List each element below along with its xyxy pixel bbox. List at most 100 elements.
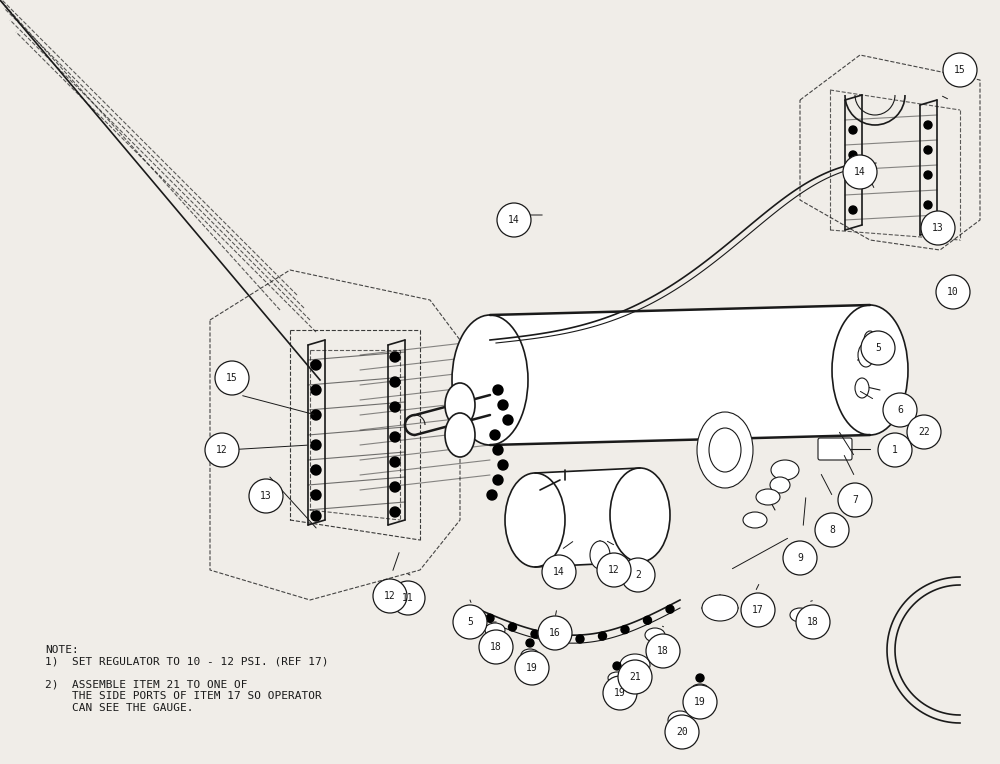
Circle shape	[849, 126, 857, 134]
Circle shape	[498, 400, 508, 410]
Text: 13: 13	[260, 491, 272, 501]
Circle shape	[390, 352, 400, 362]
Text: 19: 19	[526, 663, 538, 673]
Text: 18: 18	[657, 646, 669, 656]
Text: 14: 14	[508, 215, 520, 225]
Ellipse shape	[771, 460, 799, 480]
Text: 12: 12	[384, 591, 396, 601]
Text: 16: 16	[549, 628, 561, 638]
Circle shape	[883, 393, 917, 427]
Ellipse shape	[485, 623, 505, 637]
Circle shape	[621, 626, 629, 633]
Text: 2: 2	[635, 570, 641, 580]
Text: 13: 13	[932, 223, 944, 233]
Ellipse shape	[445, 413, 475, 457]
Circle shape	[815, 513, 849, 547]
Circle shape	[796, 605, 830, 639]
Ellipse shape	[610, 468, 670, 562]
Circle shape	[390, 482, 400, 492]
Circle shape	[498, 460, 508, 470]
Circle shape	[597, 553, 631, 587]
Text: 6: 6	[897, 405, 903, 415]
Circle shape	[924, 121, 932, 129]
Ellipse shape	[832, 305, 908, 435]
Circle shape	[311, 410, 321, 420]
Circle shape	[249, 479, 283, 513]
Circle shape	[943, 53, 977, 87]
Circle shape	[666, 605, 674, 613]
Circle shape	[493, 385, 503, 395]
Circle shape	[390, 402, 400, 412]
FancyBboxPatch shape	[818, 438, 852, 460]
Ellipse shape	[709, 428, 741, 472]
Text: 18: 18	[807, 617, 819, 627]
Circle shape	[390, 377, 400, 387]
Text: 19: 19	[614, 688, 626, 698]
Ellipse shape	[608, 672, 626, 684]
Polygon shape	[535, 468, 640, 567]
Circle shape	[613, 662, 621, 670]
Circle shape	[861, 331, 895, 365]
Circle shape	[936, 275, 970, 309]
Text: 19: 19	[694, 697, 706, 707]
Circle shape	[621, 558, 655, 592]
Circle shape	[503, 415, 513, 425]
Circle shape	[907, 415, 941, 449]
Text: 1: 1	[892, 445, 898, 455]
Circle shape	[311, 465, 321, 475]
Circle shape	[531, 630, 539, 638]
Polygon shape	[490, 305, 870, 445]
Circle shape	[311, 511, 321, 521]
Circle shape	[509, 623, 516, 631]
Ellipse shape	[691, 684, 709, 696]
Circle shape	[924, 146, 932, 154]
Circle shape	[493, 475, 503, 485]
Circle shape	[390, 457, 400, 467]
Circle shape	[453, 605, 487, 639]
Ellipse shape	[668, 711, 692, 729]
Ellipse shape	[505, 473, 565, 567]
Circle shape	[696, 674, 704, 682]
Text: 18: 18	[490, 642, 502, 652]
Text: 20: 20	[676, 727, 688, 737]
Circle shape	[849, 206, 857, 214]
Circle shape	[526, 639, 534, 647]
Circle shape	[390, 432, 400, 442]
Circle shape	[311, 440, 321, 450]
Ellipse shape	[858, 343, 874, 367]
Text: 7: 7	[852, 495, 858, 505]
Ellipse shape	[445, 383, 475, 427]
Circle shape	[493, 445, 503, 455]
Text: 15: 15	[226, 373, 238, 383]
Circle shape	[373, 579, 407, 613]
Ellipse shape	[452, 315, 528, 445]
Circle shape	[391, 581, 425, 615]
Ellipse shape	[790, 608, 810, 622]
Text: 12: 12	[216, 445, 228, 455]
Circle shape	[311, 360, 321, 370]
Ellipse shape	[756, 489, 780, 505]
Circle shape	[554, 634, 562, 643]
Ellipse shape	[590, 541, 610, 569]
Text: 10: 10	[947, 287, 959, 297]
Text: 8: 8	[829, 525, 835, 535]
Circle shape	[598, 632, 606, 640]
Ellipse shape	[743, 512, 767, 528]
Circle shape	[576, 635, 584, 643]
Text: 14: 14	[854, 167, 866, 177]
Circle shape	[924, 201, 932, 209]
Circle shape	[843, 155, 877, 189]
Circle shape	[878, 433, 912, 467]
Circle shape	[665, 715, 699, 749]
Ellipse shape	[620, 654, 650, 676]
Circle shape	[311, 490, 321, 500]
Text: 21: 21	[629, 672, 641, 682]
Circle shape	[741, 593, 775, 627]
Text: 14: 14	[553, 567, 565, 577]
Circle shape	[849, 151, 857, 159]
Text: 17: 17	[752, 605, 764, 615]
Text: 5: 5	[875, 343, 881, 353]
Text: 11: 11	[402, 593, 414, 603]
Ellipse shape	[702, 595, 738, 621]
Circle shape	[838, 483, 872, 517]
